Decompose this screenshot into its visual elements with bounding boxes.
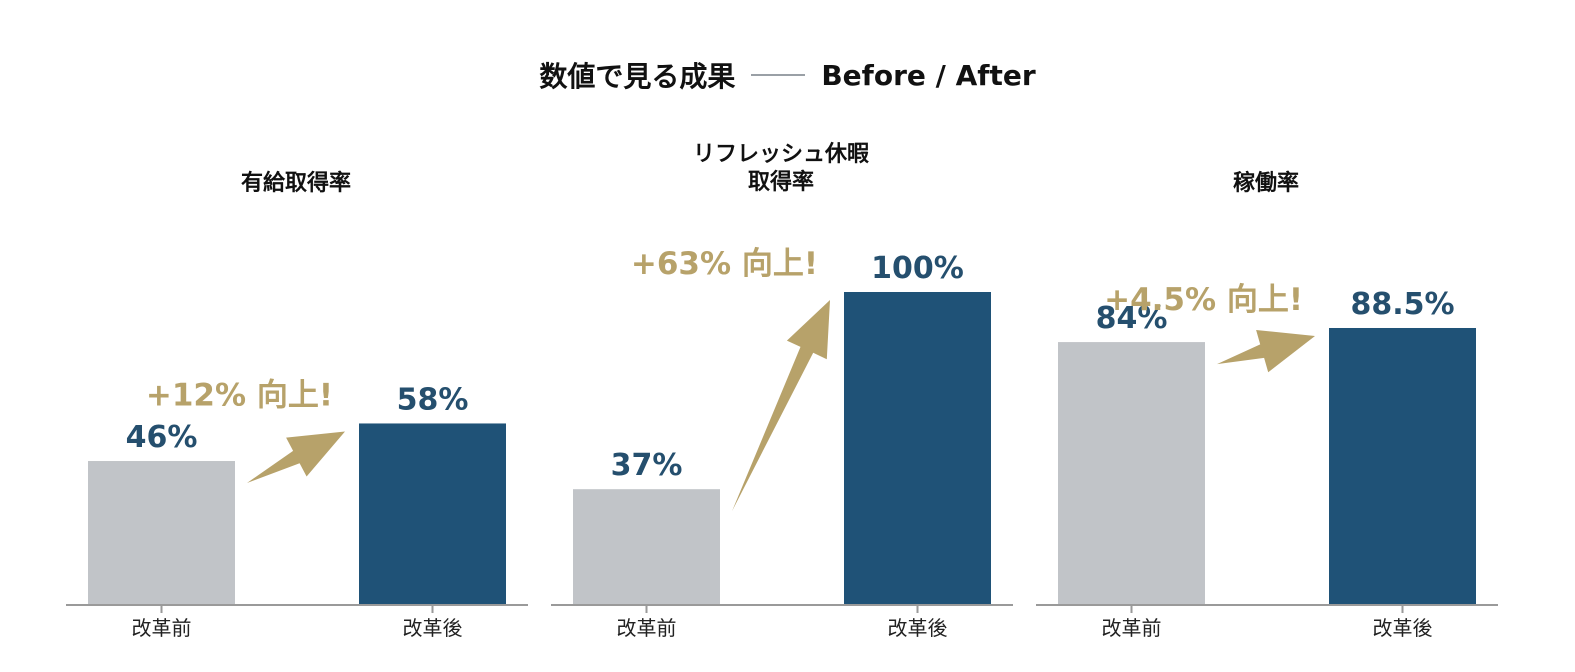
value-label-paid-leave-after: 58% <box>397 382 469 417</box>
panel-title-paid-leave: 有給取得率 <box>240 171 351 196</box>
increase-arrow-utilization <box>1217 330 1315 373</box>
value-label-paid-leave-before: 46% <box>126 420 198 455</box>
bar-refresh-leave-before <box>573 489 720 605</box>
page-title: 数値で見る成果 <box>539 60 736 93</box>
value-label-refresh-leave-after: 100% <box>871 251 964 286</box>
increase-label-utilization: +4.5% 向上! <box>1104 282 1303 318</box>
chart-header: 数値で見る成果 Before / After <box>0 52 1575 98</box>
increase-arrow-paid-leave <box>247 431 345 483</box>
title-separator <box>751 74 806 76</box>
category-label-paid-leave-before: 改革前 <box>132 616 192 640</box>
bar-utilization-before <box>1058 342 1205 605</box>
category-label-utilization-after: 改革後 <box>1373 616 1433 640</box>
value-label-utilization-before: 84% <box>1096 301 1168 336</box>
increase-arrow-refresh-leave <box>732 300 830 512</box>
increase-label-refresh-leave: +63% 向上! <box>631 246 818 282</box>
category-label-refresh-leave-after: 改革後 <box>888 616 948 640</box>
category-label-utilization-before: 改革前 <box>1102 616 1162 640</box>
category-label-refresh-leave-before: 改革前 <box>617 616 677 640</box>
value-label-refresh-leave-before: 37% <box>611 448 683 483</box>
category-label-paid-leave-after: 改革後 <box>403 616 463 640</box>
panel-title-utilization: 稼働率 <box>1232 171 1299 196</box>
bar-paid-leave-before <box>88 461 235 605</box>
bar-refresh-leave-after <box>844 292 991 605</box>
increase-label-paid-leave: +12% 向上! <box>146 377 333 413</box>
value-label-utilization-after: 88.5% <box>1350 287 1454 322</box>
panel-title-refresh-leave: リフレッシュ休暇 取得率 <box>692 142 869 195</box>
bar-paid-leave-after <box>359 423 506 605</box>
page-subtitle: Before / After <box>821 58 1036 92</box>
bar-utilization-after <box>1329 327 1476 605</box>
